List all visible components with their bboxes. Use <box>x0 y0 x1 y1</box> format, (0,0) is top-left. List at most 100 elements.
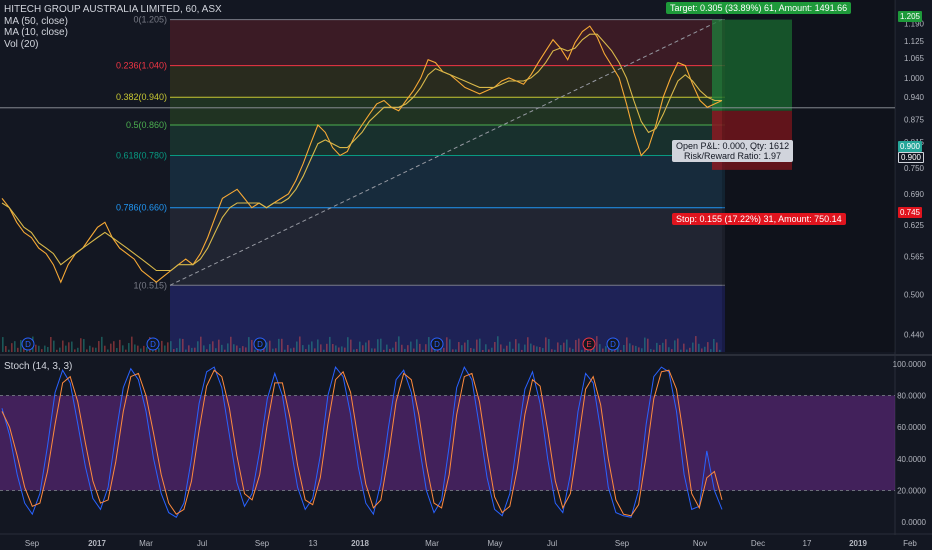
volume-bar <box>11 343 13 352</box>
volume-bar <box>620 349 622 352</box>
volume-bar <box>473 348 475 352</box>
vol-legend: Vol (20) <box>4 38 39 50</box>
volume-bar <box>569 347 571 352</box>
volume-bar <box>482 349 484 352</box>
volume-bar <box>398 336 400 352</box>
volume-bar <box>404 348 406 352</box>
volume-bar <box>659 345 661 352</box>
stop-price-tag: 0.745 <box>898 207 922 218</box>
time-tick-label: Dec <box>751 539 765 548</box>
time-tick-label: 13 <box>309 539 318 548</box>
volume-bar <box>443 347 445 352</box>
volume-bar <box>551 349 553 352</box>
volume-bar <box>461 345 463 352</box>
volume-bar <box>596 336 598 352</box>
volume-bar <box>458 342 460 352</box>
volume-bar <box>602 348 604 352</box>
stoch-tick-label: 20.0000 <box>897 486 926 495</box>
volume-bar <box>572 348 574 352</box>
volume-bar <box>14 341 16 352</box>
price-tick-label: 0.875 <box>904 116 925 125</box>
volume-bar <box>413 348 415 352</box>
volume-bar <box>209 344 211 352</box>
volume-bar <box>212 341 214 352</box>
future-shade <box>722 0 895 352</box>
volume-bar <box>254 349 256 352</box>
volume-bar <box>257 348 259 352</box>
stoch-tick-label: 100.0000 <box>893 360 927 369</box>
fib-zone <box>170 65 725 98</box>
volume-bar <box>356 348 358 352</box>
volume-bar <box>284 349 286 352</box>
event-marker-label: D <box>434 340 440 349</box>
volume-bar <box>56 349 58 352</box>
dividend-marker: D <box>253 337 267 351</box>
volume-bar <box>125 349 127 352</box>
volume-bar <box>5 346 7 352</box>
target-price-tag: 1.205 <box>898 11 922 22</box>
volume-bar <box>446 337 448 352</box>
volume-bar <box>293 347 295 352</box>
dividend-marker: D <box>146 337 160 351</box>
stoch-band <box>0 395 895 491</box>
price-tick-label: 0.500 <box>904 291 925 300</box>
volume-bar <box>341 346 343 352</box>
volume-bar <box>425 344 427 352</box>
volume-bar <box>530 343 532 352</box>
time-tick-label: Sep <box>25 539 40 548</box>
volume-bar <box>578 338 580 352</box>
pnl-badge[interactable]: Open P&L: 0.000, Qty: 1612 Risk/Reward R… <box>672 140 794 162</box>
stoch-series-line <box>1 365 723 519</box>
volume-bar <box>308 344 310 352</box>
volume-bar <box>692 342 694 352</box>
volume-bar <box>506 345 508 352</box>
volume-bar <box>2 337 4 352</box>
target-badge[interactable]: Target: 0.305 (33.89%) 61, Amount: 1491.… <box>666 2 852 14</box>
price-tick-label: 0.690 <box>904 190 925 199</box>
volume-bar <box>215 348 217 352</box>
fib-level-label: 0.618(0.780) <box>116 151 167 161</box>
volume-bar <box>527 337 529 352</box>
volume-bar <box>272 348 274 352</box>
stop-badge[interactable]: Stop: 0.155 (17.22%) 31, Amount: 750.14 <box>672 213 846 225</box>
event-marker-label: D <box>610 340 616 349</box>
volume-bar <box>686 349 688 352</box>
volume-bar <box>557 342 559 352</box>
volume-bar <box>401 344 403 352</box>
volume-bar <box>509 341 511 352</box>
volume-bar <box>251 339 253 352</box>
volume-bar <box>467 339 469 352</box>
volume-bar <box>176 348 178 352</box>
volume-bar <box>344 347 346 352</box>
volume-bar <box>662 342 664 352</box>
volume-bar <box>464 342 466 352</box>
volume-bar <box>416 339 418 352</box>
volume-bar <box>200 336 202 352</box>
volume-bar <box>440 346 442 352</box>
volume-bar <box>368 340 370 352</box>
volume-bar <box>641 348 643 352</box>
volume-bar <box>359 341 361 352</box>
ma-series-line <box>1 33 722 272</box>
volume-bar <box>185 349 187 352</box>
fib-zone <box>170 207 725 286</box>
volume-bar <box>650 349 652 352</box>
volume-bar <box>455 349 457 352</box>
dividend-marker: D <box>606 337 620 351</box>
entry-price-tag: 0.900 <box>898 152 924 163</box>
volume-bar <box>392 347 394 352</box>
volume-bar <box>503 348 505 352</box>
volume-bar <box>83 339 85 352</box>
volume-bar <box>701 348 703 352</box>
volume-bar <box>101 336 103 352</box>
volume-bar <box>119 339 121 352</box>
volume-bar <box>554 349 556 352</box>
volume-bar <box>518 343 520 352</box>
volume-bar <box>515 339 517 352</box>
volume-bar <box>560 345 562 352</box>
volume-bar <box>362 345 364 352</box>
volume-bar <box>146 347 148 352</box>
volume-bar <box>299 336 301 352</box>
volume-bar <box>53 340 55 352</box>
time-tick-label: 2019 <box>849 539 867 548</box>
